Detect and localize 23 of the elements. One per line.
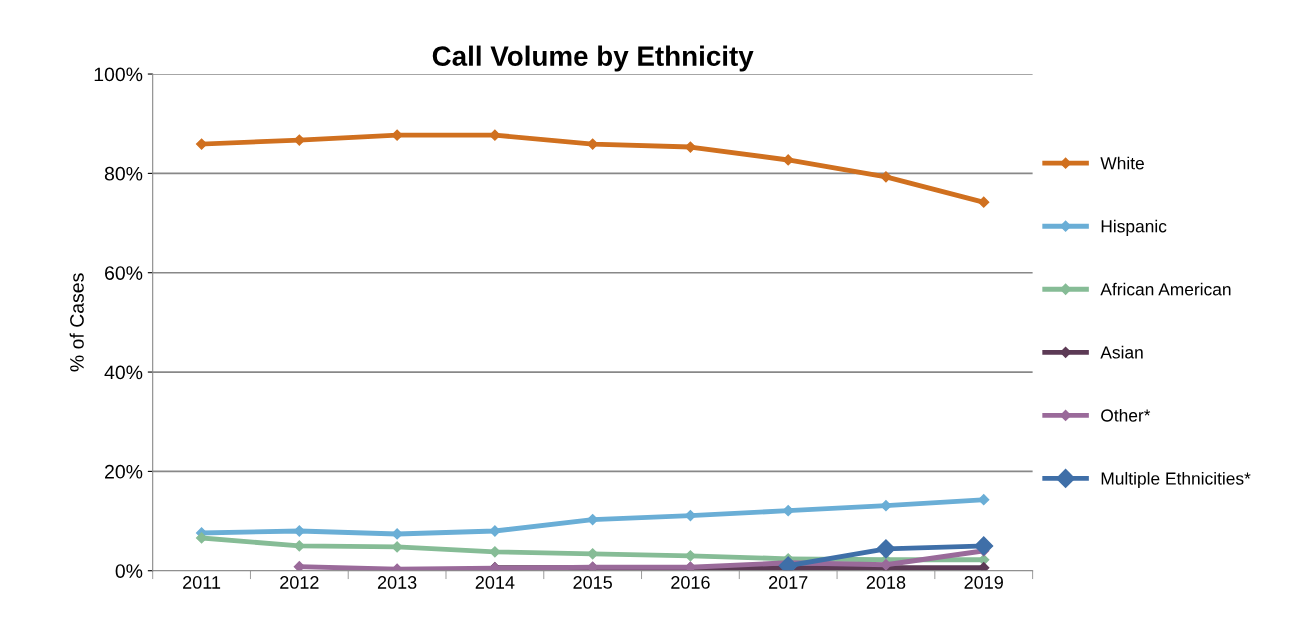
legend-label: White xyxy=(1100,156,1144,170)
x-tick-label: 2012 xyxy=(280,576,319,589)
x-tick-label: 2019 xyxy=(964,576,1003,589)
y-tick-label: 40% xyxy=(104,365,143,380)
x-tick-label: 2016 xyxy=(671,576,710,589)
legend-label: African American xyxy=(1100,282,1231,296)
y-tick-label: 20% xyxy=(105,464,143,479)
x-tick-label: 2014 xyxy=(475,576,515,589)
y-tick-label: 60% xyxy=(105,266,143,280)
legend-label: Hispanic xyxy=(1101,219,1167,236)
x-tick-label: 2017 xyxy=(769,576,808,589)
x-tick-label: 2013 xyxy=(377,576,417,589)
y-axis-title: % of Cases xyxy=(69,273,84,372)
x-tick-label: 2011 xyxy=(183,576,221,589)
x-tick-label: 2015 xyxy=(573,576,612,589)
x-tick-label: 2018 xyxy=(866,576,906,589)
chart-title: Call Volume by Ethnicity xyxy=(432,45,754,72)
y-tick-label: 80% xyxy=(104,166,143,181)
legend-label: Asian xyxy=(1100,345,1143,359)
y-tick-label: 0% xyxy=(115,564,143,578)
legend-label: Other* xyxy=(1101,408,1151,422)
y-tick-label: 100% xyxy=(94,67,143,82)
legend-label: Multiple Ethnicities* xyxy=(1101,471,1251,489)
